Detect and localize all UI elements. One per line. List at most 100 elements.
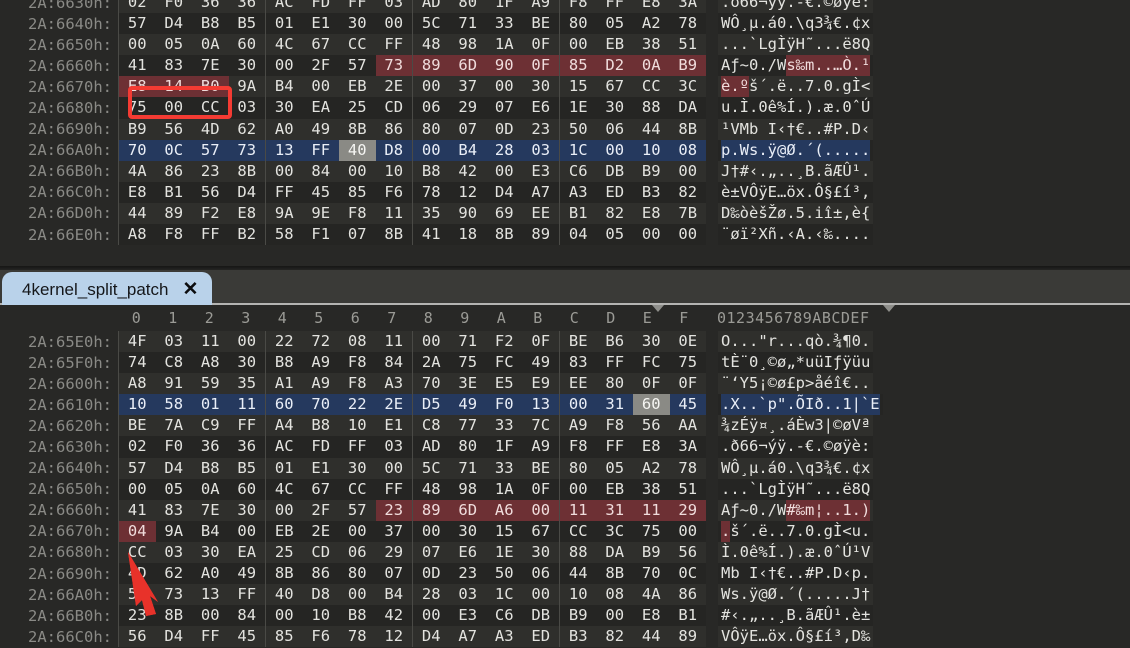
hex-byte-cell[interactable]: 70 bbox=[413, 373, 450, 394]
hex-byte-cell[interactable]: D8 bbox=[303, 584, 340, 605]
hex-byte-cell[interactable]: 10 bbox=[633, 140, 670, 161]
hex-byte-cell[interactable]: 12 bbox=[450, 182, 487, 203]
hex-byte-cell[interactable]: B1 bbox=[560, 203, 597, 224]
hex-byte-cell[interactable]: 28 bbox=[413, 584, 450, 605]
hex-byte-cell[interactable]: 49 bbox=[450, 394, 487, 415]
hex-byte-cell[interactable]: 71 bbox=[450, 458, 487, 479]
hex-byte-cell[interactable]: E6 bbox=[523, 97, 560, 118]
hex-byte-cell[interactable]: 35 bbox=[413, 203, 450, 224]
hex-byte-cell[interactable]: 86 bbox=[376, 119, 413, 140]
hex-byte-cell[interactable]: 44 bbox=[633, 119, 670, 140]
hex-byte-cell[interactable]: 8B bbox=[376, 224, 413, 245]
hex-pane-top[interactable]: 2A:6630h:02F03636ACFDFF03AD801FA9F8FFE83… bbox=[0, 0, 1130, 270]
hex-byte-cell[interactable]: 6D bbox=[450, 55, 487, 76]
ascii-column[interactable]: Ì.0ê%Í.).æ.0ˆÚ¹V bbox=[718, 542, 873, 563]
hex-byte-cell[interactable]: FD bbox=[303, 0, 340, 13]
hex-row[interactable]: 2A:6660h:41837E30002F5773896D900F85D20AB… bbox=[0, 55, 1130, 76]
hex-byte-cell[interactable]: 70 bbox=[303, 394, 340, 415]
hex-byte-cell[interactable]: CC bbox=[339, 34, 376, 55]
hex-row[interactable]: 2A:66B0h:4A86238B00840010B84200E3C6DBB90… bbox=[0, 161, 1130, 182]
hex-row[interactable]: 2A:6670h:049AB400EB2E003700301567CC3C750… bbox=[0, 521, 1130, 542]
hex-byte-cell[interactable]: A9 bbox=[303, 352, 340, 373]
hex-byte-cell[interactable]: AC bbox=[266, 436, 303, 457]
ascii-column[interactable]: ...`LgÌÿH˜...ë8Q bbox=[718, 34, 873, 55]
hex-byte-cell[interactable]: 03 bbox=[376, 0, 413, 13]
hex-byte-cell[interactable]: 2E bbox=[376, 76, 413, 97]
hex-byte-cell[interactable]: 06 bbox=[597, 119, 634, 140]
hex-byte-cell[interactable]: DB bbox=[597, 161, 634, 182]
hex-byte-cell[interactable]: D2 bbox=[597, 55, 634, 76]
hex-byte-cell[interactable]: 60 bbox=[229, 479, 266, 500]
hex-byte-cell[interactable]: 2F bbox=[303, 55, 340, 76]
hex-byte-cell[interactable]: A0 bbox=[266, 119, 303, 140]
hex-byte-cell[interactable]: 00 bbox=[266, 605, 303, 626]
hex-row[interactable]: 2A:6640h:57D4B8B501E130005C7133BE8005A27… bbox=[0, 458, 1130, 479]
hex-byte-cell[interactable]: 1A bbox=[486, 479, 523, 500]
hex-byte-cell[interactable]: 1C bbox=[560, 140, 597, 161]
hex-byte-cell[interactable]: 50 bbox=[560, 119, 597, 140]
hex-byte-cell[interactable]: 0F bbox=[523, 34, 560, 55]
hex-byte-cell[interactable]: AC bbox=[266, 0, 303, 13]
hex-byte-cell[interactable]: B9 bbox=[670, 55, 707, 76]
hex-byte-cell[interactable]: F0 bbox=[156, 436, 193, 457]
hex-byte-cell[interactable]: 57 bbox=[339, 500, 376, 521]
hex-byte-cell[interactable]: 58 bbox=[266, 224, 303, 245]
ascii-column[interactable]: p.Ws.ÿ@Ø.´(..... bbox=[718, 140, 873, 161]
hex-byte-cell[interactable]: 0A bbox=[192, 34, 229, 55]
hex-row[interactable]: 2A:6610h:105801116070222ED549F0130031604… bbox=[0, 394, 1130, 415]
hex-row[interactable]: 2A:66C0h:56D4FF4585F67812D4A7A3EDB382448… bbox=[0, 626, 1130, 647]
ascii-column[interactable]: è.ºš´.ë..7.0.gÌ< bbox=[718, 76, 873, 97]
hex-byte-cell[interactable]: 5C bbox=[413, 13, 450, 34]
hex-byte-cell[interactable]: 10 bbox=[339, 415, 376, 436]
hex-byte-cell[interactable]: 44 bbox=[560, 563, 597, 584]
hex-byte-cell[interactable]: AD bbox=[413, 436, 450, 457]
ascii-column[interactable]: WÔ¸µ.á0.\q3¾€.¢x bbox=[718, 458, 873, 479]
hex-byte-cell[interactable]: 78 bbox=[413, 182, 450, 203]
hex-byte-cell[interactable]: 23 bbox=[192, 161, 229, 182]
hex-byte-cell[interactable]: 82 bbox=[597, 203, 634, 224]
hex-byte-cell[interactable]: 00 bbox=[119, 479, 156, 500]
ascii-column[interactable]: D‰òèšŽø.5.iî±,è{ bbox=[718, 203, 873, 224]
hex-byte-cell[interactable]: 75 bbox=[450, 352, 487, 373]
hex-byte-cell[interactable]: 13 bbox=[192, 584, 229, 605]
hex-byte-cell[interactable]: 07 bbox=[450, 119, 487, 140]
hex-byte-cell[interactable]: 86 bbox=[156, 161, 193, 182]
hex-byte-cell[interactable]: EA bbox=[303, 97, 340, 118]
hex-byte-cell[interactable]: 9A bbox=[156, 521, 193, 542]
hex-byte-cell[interactable]: 7B bbox=[670, 203, 707, 224]
hex-byte-cell[interactable]: 07 bbox=[413, 542, 450, 563]
hex-byte-cell[interactable]: A8 bbox=[119, 373, 156, 394]
hex-byte-cell[interactable]: 85 bbox=[560, 55, 597, 76]
hex-byte-cell[interactable]: ED bbox=[523, 626, 560, 647]
hex-byte-cell[interactable]: 01 bbox=[192, 394, 229, 415]
ascii-column[interactable]: .ð66¬ýÿ.-€.©øÿè: bbox=[718, 436, 873, 457]
hex-byte-cell[interactable]: 56 bbox=[633, 415, 670, 436]
hex-byte-cell[interactable]: 00 bbox=[413, 76, 450, 97]
hex-byte-cell[interactable]: 51 bbox=[670, 479, 707, 500]
ascii-column[interactable]: ¨‘Y5¡©ø£p>åéî€.. bbox=[718, 373, 873, 394]
hex-byte-cell[interactable]: 33 bbox=[486, 415, 523, 436]
hex-byte-cell[interactable]: B9 bbox=[633, 161, 670, 182]
hex-byte-cell[interactable]: 30 bbox=[523, 76, 560, 97]
hex-byte-cell[interactable]: 30 bbox=[229, 55, 266, 76]
hex-byte-cell[interactable]: 80 bbox=[450, 0, 487, 13]
hex-byte-cell[interactable]: EB bbox=[339, 76, 376, 97]
hex-byte-cell[interactable]: 10 bbox=[303, 605, 340, 626]
hex-byte-cell[interactable]: 8B bbox=[597, 563, 634, 584]
hex-byte-cell[interactable]: 90 bbox=[486, 55, 523, 76]
hex-byte-cell[interactable]: FC bbox=[486, 352, 523, 373]
hex-byte-cell[interactable]: C6 bbox=[560, 161, 597, 182]
hex-byte-cell[interactable]: 31 bbox=[597, 394, 634, 415]
hex-byte-cell[interactable]: E1 bbox=[303, 458, 340, 479]
hex-byte-cell[interactable]: F8 bbox=[339, 373, 376, 394]
hex-byte-cell[interactable]: 49 bbox=[303, 119, 340, 140]
hex-byte-cell[interactable]: 03 bbox=[156, 331, 193, 352]
hex-byte-cell[interactable]: 0F bbox=[523, 55, 560, 76]
ascii-column[interactable]: Aƒ~0./W#‰m¦..1.) bbox=[718, 500, 873, 521]
hex-byte-cell[interactable]: 82 bbox=[597, 626, 634, 647]
hex-byte-cell[interactable]: 3A bbox=[670, 0, 707, 13]
hex-byte-cell[interactable]: 0A bbox=[192, 479, 229, 500]
hex-byte-cell[interactable]: 0D bbox=[413, 563, 450, 584]
hex-byte-cell[interactable]: F8 bbox=[560, 436, 597, 457]
hex-byte-cell[interactable]: 00 bbox=[376, 13, 413, 34]
